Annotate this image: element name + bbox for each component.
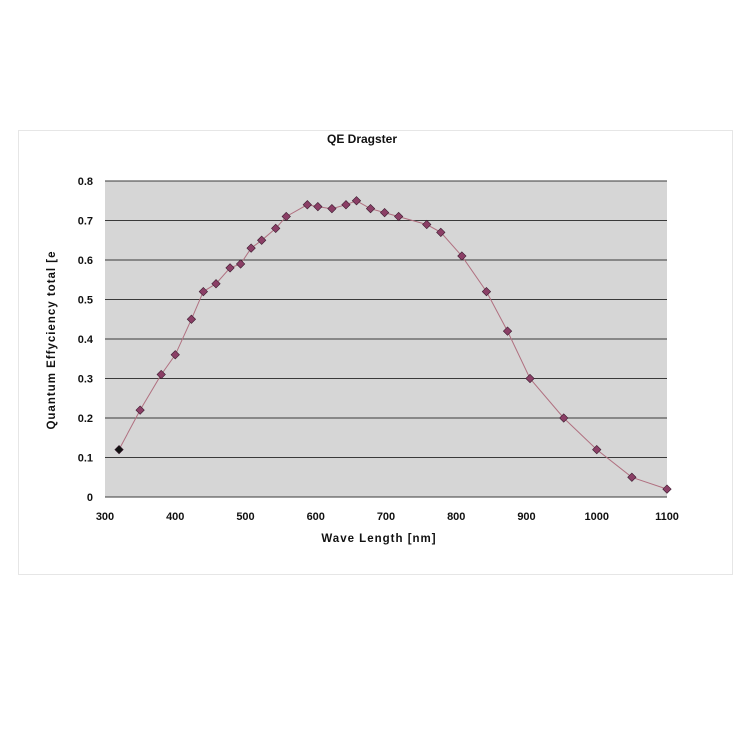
data-point [662,484,672,494]
data-point [351,196,362,206]
chart-title: QE Dragster [327,132,397,146]
data-point [135,405,145,415]
y-axis-title: Quantum Effyciency total [e [46,250,58,429]
x-tick-label: 700 [377,511,395,523]
x-axis-ticks: 300 400 500 600 700 800 900 1000 1100 [96,511,679,523]
y-axis-ticks: 0 0.1 0.2 0.3 0.4 0.5 0.6 0.7 0.8 [78,176,94,504]
data-point [394,211,404,222]
y-tick-label: 0.6 [78,255,93,267]
data-point [422,219,432,230]
data-point [246,243,256,253]
chart-canvas: QE Dragster 0 0.1 0.2 0.3 0.4 0.5 0.6 0.7 0.8 30… [46,132,679,545]
series-markers [114,196,672,494]
data-point [225,263,235,273]
y-tick-label: 0.2 [78,413,93,425]
y-tick-label: 0.1 [78,453,93,465]
data-point [302,200,312,210]
data-point [457,251,467,261]
data-point [365,204,376,214]
data-point [627,472,637,482]
data-point [235,259,246,269]
data-point [156,369,166,380]
x-tick-label: 1100 [655,511,679,523]
data-point [436,227,446,237]
data-point [525,373,535,384]
data-point [313,202,323,212]
y-tick-label: 0.3 [78,374,93,386]
x-axis-title: Wave Length [nm] [321,533,436,545]
y-tick-label: 0.5 [78,295,93,307]
x-tick-label: 800 [447,511,465,523]
data-point [592,444,602,455]
x-tick-label: 500 [236,511,254,523]
y-tick-label: 0.4 [78,334,94,346]
data-point [559,413,569,423]
data-point [170,350,180,360]
x-tick-label: 300 [96,511,114,523]
chart-figure: QE Dragster 0 0.1 0.2 0.3 0.4 0.5 0.6 0.7 0.8 30… [18,130,733,575]
data-point [257,235,267,245]
x-tick-label: 400 [166,511,184,523]
data-point [114,444,124,455]
y-tick-label: 0.7 [78,216,93,228]
data-point [379,207,390,218]
data-point [211,279,221,289]
x-tick-label: 600 [307,511,325,523]
y-tick-label: 0.8 [78,176,93,188]
data-point [481,286,492,297]
x-tick-label: 1000 [585,511,609,523]
data-point [327,204,337,214]
grid-lines [105,180,667,498]
data-point [281,211,291,222]
data-point [502,326,513,336]
data-point [198,286,208,297]
data-point [186,314,197,324]
data-point [341,200,351,210]
y-tick-label: 0 [87,492,93,504]
x-tick-label: 900 [517,511,535,523]
data-point [271,223,281,234]
